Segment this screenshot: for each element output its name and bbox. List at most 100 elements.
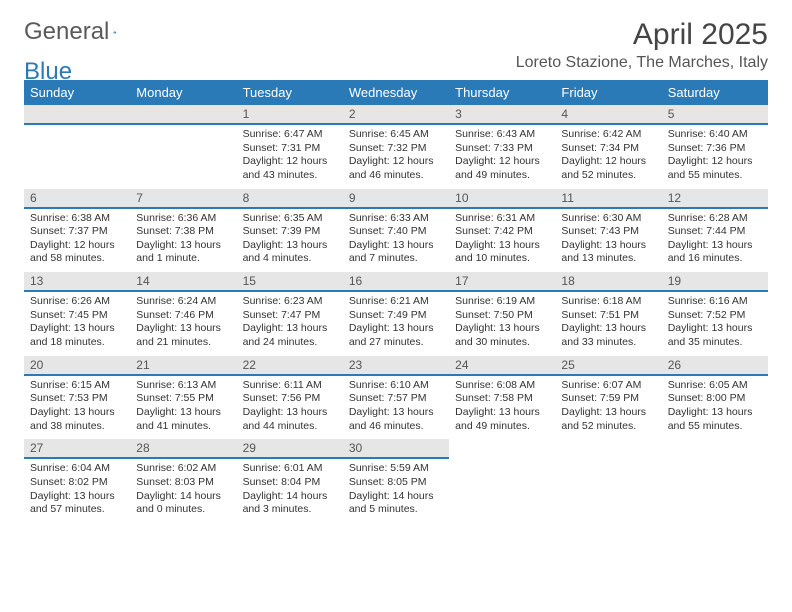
calendar-day: 19Sunrise: 6:16 AMSunset: 7:52 PMDayligh… xyxy=(662,272,768,356)
day-details: Sunrise: 6:26 AMSunset: 7:45 PMDaylight:… xyxy=(24,292,130,356)
day-number: 12 xyxy=(662,189,768,209)
title-block: April 2025 Loreto Stazione, The Marches,… xyxy=(516,18,768,72)
calendar-day: 30Sunrise: 5:59 AMSunset: 8:05 PMDayligh… xyxy=(343,439,449,523)
day-number: 22 xyxy=(237,356,343,376)
calendar-day: 5Sunrise: 6:40 AMSunset: 7:36 PMDaylight… xyxy=(662,105,768,189)
day-number: 10 xyxy=(449,189,555,209)
day-details: Sunrise: 6:04 AMSunset: 8:02 PMDaylight:… xyxy=(24,459,130,523)
calendar-day: 3Sunrise: 6:43 AMSunset: 7:33 PMDaylight… xyxy=(449,105,555,189)
day-details: Sunrise: 6:08 AMSunset: 7:58 PMDaylight:… xyxy=(449,376,555,440)
month-title: April 2025 xyxy=(516,18,768,52)
calendar-day: 16Sunrise: 6:21 AMSunset: 7:49 PMDayligh… xyxy=(343,272,449,356)
day-details: Sunrise: 6:43 AMSunset: 7:33 PMDaylight:… xyxy=(449,125,555,189)
day-number: 26 xyxy=(662,356,768,376)
day-details: Sunrise: 6:35 AMSunset: 7:39 PMDaylight:… xyxy=(237,209,343,273)
calendar-day: 6Sunrise: 6:38 AMSunset: 7:37 PMDaylight… xyxy=(24,189,130,273)
day-details: Sunrise: 6:18 AMSunset: 7:51 PMDaylight:… xyxy=(555,292,661,356)
day-details: Sunrise: 6:13 AMSunset: 7:55 PMDaylight:… xyxy=(130,376,236,440)
calendar-header-row: SundayMondayTuesdayWednesdayThursdayFrid… xyxy=(24,80,768,105)
day-number: 21 xyxy=(130,356,236,376)
day-details: Sunrise: 6:23 AMSunset: 7:47 PMDaylight:… xyxy=(237,292,343,356)
day-number: 4 xyxy=(555,105,661,125)
calendar-day: 21Sunrise: 6:13 AMSunset: 7:55 PMDayligh… xyxy=(130,356,236,440)
day-details: Sunrise: 6:47 AMSunset: 7:31 PMDaylight:… xyxy=(237,125,343,189)
day-number: 7 xyxy=(130,189,236,209)
day-number: 14 xyxy=(130,272,236,292)
location-subtitle: Loreto Stazione, The Marches, Italy xyxy=(516,54,768,72)
day-number: 16 xyxy=(343,272,449,292)
calendar-day: 10Sunrise: 6:31 AMSunset: 7:42 PMDayligh… xyxy=(449,189,555,273)
calendar-day: 17Sunrise: 6:19 AMSunset: 7:50 PMDayligh… xyxy=(449,272,555,356)
weekday-label: Monday xyxy=(130,80,236,105)
day-number: 24 xyxy=(449,356,555,376)
calendar-day: 1Sunrise: 6:47 AMSunset: 7:31 PMDaylight… xyxy=(237,105,343,189)
day-details: Sunrise: 6:05 AMSunset: 8:00 PMDaylight:… xyxy=(662,376,768,440)
day-number: 30 xyxy=(343,439,449,459)
calendar-day: 20Sunrise: 6:15 AMSunset: 7:53 PMDayligh… xyxy=(24,356,130,440)
day-number: 11 xyxy=(555,189,661,209)
day-number: 1 xyxy=(237,105,343,125)
calendar-day: 26Sunrise: 6:05 AMSunset: 8:00 PMDayligh… xyxy=(662,356,768,440)
day-details: Sunrise: 5:59 AMSunset: 8:05 PMDaylight:… xyxy=(343,459,449,523)
day-number: 28 xyxy=(130,439,236,459)
day-details: Sunrise: 6:11 AMSunset: 7:56 PMDaylight:… xyxy=(237,376,343,440)
calendar-day: 15Sunrise: 6:23 AMSunset: 7:47 PMDayligh… xyxy=(237,272,343,356)
logo-text-main: General xyxy=(24,18,109,46)
day-number: 9 xyxy=(343,189,449,209)
logo: General xyxy=(24,18,139,46)
day-number: 27 xyxy=(24,439,130,459)
weekday-label: Wednesday xyxy=(343,80,449,105)
calendar-day: 23Sunrise: 6:10 AMSunset: 7:57 PMDayligh… xyxy=(343,356,449,440)
calendar-day: 22Sunrise: 6:11 AMSunset: 7:56 PMDayligh… xyxy=(237,356,343,440)
calendar-day: 14Sunrise: 6:24 AMSunset: 7:46 PMDayligh… xyxy=(130,272,236,356)
weekday-label: Tuesday xyxy=(237,80,343,105)
day-number: 17 xyxy=(449,272,555,292)
weekday-label: Friday xyxy=(555,80,661,105)
day-number: 23 xyxy=(343,356,449,376)
day-details: Sunrise: 6:15 AMSunset: 7:53 PMDaylight:… xyxy=(24,376,130,440)
day-number: 5 xyxy=(662,105,768,125)
page-header: General April 2025 Loreto Stazione, The … xyxy=(24,18,768,72)
day-details: Sunrise: 6:42 AMSunset: 7:34 PMDaylight:… xyxy=(555,125,661,189)
calendar-day: 2Sunrise: 6:45 AMSunset: 7:32 PMDaylight… xyxy=(343,105,449,189)
day-details: Sunrise: 6:36 AMSunset: 7:38 PMDaylight:… xyxy=(130,209,236,273)
calendar-day: 18Sunrise: 6:18 AMSunset: 7:51 PMDayligh… xyxy=(555,272,661,356)
calendar-day: 4Sunrise: 6:42 AMSunset: 7:34 PMDaylight… xyxy=(555,105,661,189)
day-details: Sunrise: 6:40 AMSunset: 7:36 PMDaylight:… xyxy=(662,125,768,189)
day-number: 29 xyxy=(237,439,343,459)
day-details: Sunrise: 6:02 AMSunset: 8:03 PMDaylight:… xyxy=(130,459,236,523)
calendar-day: 29Sunrise: 6:01 AMSunset: 8:04 PMDayligh… xyxy=(237,439,343,523)
day-details: Sunrise: 6:07 AMSunset: 7:59 PMDaylight:… xyxy=(555,376,661,440)
day-number: 13 xyxy=(24,272,130,292)
calendar-day: 13Sunrise: 6:26 AMSunset: 7:45 PMDayligh… xyxy=(24,272,130,356)
day-number: 20 xyxy=(24,356,130,376)
day-details: Sunrise: 6:28 AMSunset: 7:44 PMDaylight:… xyxy=(662,209,768,273)
day-number: 15 xyxy=(237,272,343,292)
logo-text-accent: Blue xyxy=(24,58,72,86)
calendar-day: 12Sunrise: 6:28 AMSunset: 7:44 PMDayligh… xyxy=(662,189,768,273)
day-number: 19 xyxy=(662,272,768,292)
day-details: Sunrise: 6:30 AMSunset: 7:43 PMDaylight:… xyxy=(555,209,661,273)
day-number: . xyxy=(24,105,130,125)
day-number: . xyxy=(130,105,236,125)
logo-sail-icon xyxy=(113,23,117,41)
day-details: Sunrise: 6:31 AMSunset: 7:42 PMDaylight:… xyxy=(449,209,555,273)
calendar-day: 24Sunrise: 6:08 AMSunset: 7:58 PMDayligh… xyxy=(449,356,555,440)
day-details: Sunrise: 6:33 AMSunset: 7:40 PMDaylight:… xyxy=(343,209,449,273)
calendar-day: 25Sunrise: 6:07 AMSunset: 7:59 PMDayligh… xyxy=(555,356,661,440)
day-details: Sunrise: 6:01 AMSunset: 8:04 PMDaylight:… xyxy=(237,459,343,523)
day-details: Sunrise: 6:19 AMSunset: 7:50 PMDaylight:… xyxy=(449,292,555,356)
day-details: Sunrise: 6:24 AMSunset: 7:46 PMDaylight:… xyxy=(130,292,236,356)
day-number: 25 xyxy=(555,356,661,376)
calendar-day: 28Sunrise: 6:02 AMSunset: 8:03 PMDayligh… xyxy=(130,439,236,523)
calendar-day: 7Sunrise: 6:36 AMSunset: 7:38 PMDaylight… xyxy=(130,189,236,273)
day-details: Sunrise: 6:10 AMSunset: 7:57 PMDaylight:… xyxy=(343,376,449,440)
day-details: Sunrise: 6:16 AMSunset: 7:52 PMDaylight:… xyxy=(662,292,768,356)
calendar-empty: .. xyxy=(24,105,130,189)
calendar-grid: ....1Sunrise: 6:47 AMSunset: 7:31 PMDayl… xyxy=(24,105,768,523)
day-number: 3 xyxy=(449,105,555,125)
day-number: 8 xyxy=(237,189,343,209)
day-number: 18 xyxy=(555,272,661,292)
day-details: Sunrise: 6:21 AMSunset: 7:49 PMDaylight:… xyxy=(343,292,449,356)
weekday-label: Saturday xyxy=(662,80,768,105)
